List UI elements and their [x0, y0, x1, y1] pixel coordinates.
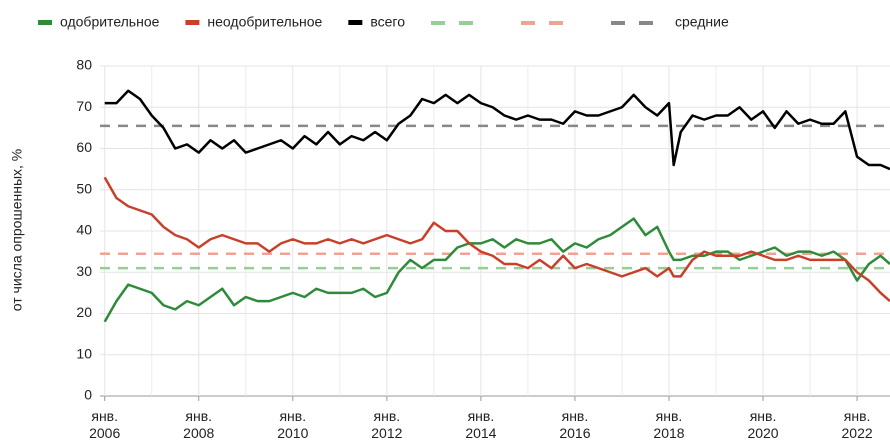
series-line — [104, 89, 890, 171]
x-tick-label: янв. 2008 — [183, 408, 215, 441]
x-tick-label: янв. 2014 — [465, 408, 497, 441]
y-tick-label: 30 — [76, 263, 92, 279]
y-axis-label: от числа опрошенных, % — [9, 149, 25, 311]
series-line — [103, 176, 890, 303]
x-tick-label: янв. 2010 — [277, 408, 309, 441]
x-tick-label: янв. 2018 — [653, 408, 685, 441]
legend-label: одобрительное — [60, 14, 160, 30]
legend-label: средние — [675, 14, 729, 30]
legend-swatch — [38, 20, 52, 25]
x-tick-label: янв. 2016 — [559, 408, 591, 441]
y-tick-label: 60 — [76, 139, 92, 155]
x-tick-label: янв. 2022 — [841, 408, 873, 441]
y-tick-label: 50 — [76, 180, 92, 196]
legend-swatch — [348, 20, 363, 25]
x-tick-label: янв. 2006 — [89, 408, 121, 441]
y-tick-label: 20 — [76, 304, 92, 320]
legend-label: всего — [370, 14, 405, 30]
legend-swatch — [185, 20, 200, 25]
x-tick-label: янв. 2012 — [371, 408, 403, 441]
x-tick-label: янв. 2020 — [747, 408, 779, 441]
series-line — [103, 217, 890, 323]
y-tick-label: 40 — [76, 222, 92, 238]
y-tick-label: 0 — [84, 387, 92, 403]
y-tick-label: 80 — [76, 57, 92, 73]
legend-label: неодобрительное — [207, 14, 322, 30]
y-tick-label: 70 — [76, 98, 92, 114]
y-tick-label: 10 — [76, 345, 92, 361]
